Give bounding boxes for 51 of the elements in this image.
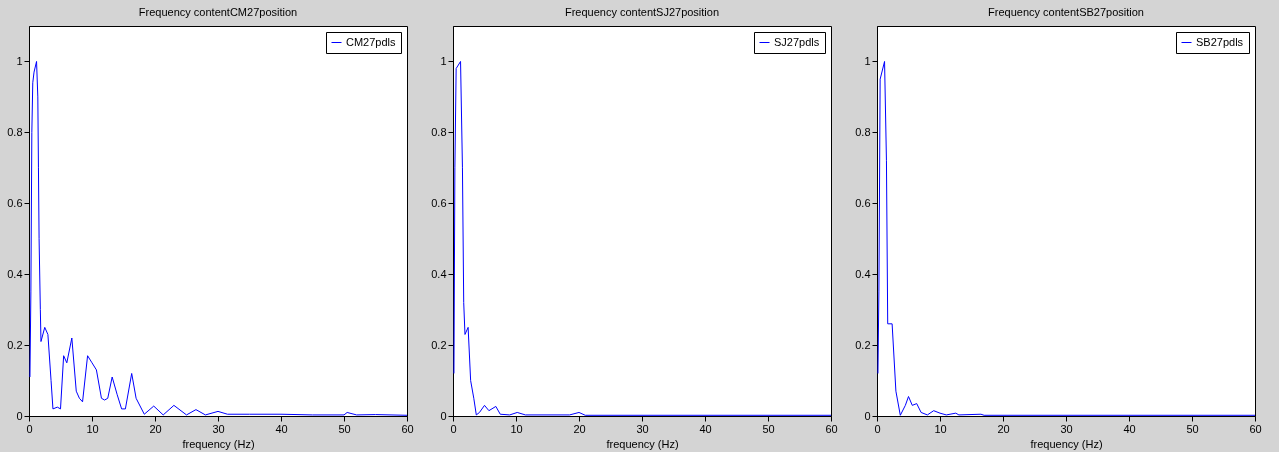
x-tick-label: 20 xyxy=(997,422,1010,435)
x-tick-label: 0 xyxy=(26,422,33,435)
y-tick-label: 0 xyxy=(16,409,23,422)
x-tick-label: 30 xyxy=(636,422,649,435)
y-tick-label: 0.4 xyxy=(855,267,871,280)
x-tick-label: 0 xyxy=(450,422,457,435)
x-tick-label: 50 xyxy=(338,422,351,435)
legend-label: SB27pdls xyxy=(1196,35,1244,48)
legend-label: SJ27pdls xyxy=(774,35,820,48)
y-tick-label: 0.8 xyxy=(855,125,871,138)
x-tick-label: 10 xyxy=(510,422,523,435)
x-tick-label: 20 xyxy=(149,422,162,435)
x-tick-label: 0 xyxy=(874,422,881,435)
chart-title: Frequency contentCM27position xyxy=(138,6,298,18)
x-axis-title: frequency (Hz) xyxy=(606,437,679,450)
x-tick-label: 60 xyxy=(1249,422,1262,435)
x-tick-label: 20 xyxy=(573,422,586,435)
y-tick-label: 1 xyxy=(440,54,447,67)
legend-label: CM27pdls xyxy=(346,35,397,48)
chart-title: Frequency contentSB27position xyxy=(988,6,1144,18)
x-axis-title: frequency (Hz) xyxy=(1030,437,1103,450)
line-series xyxy=(877,60,1255,416)
x-tick-label: 10 xyxy=(86,422,99,435)
line-series xyxy=(453,60,831,416)
y-tick-label: 0.8 xyxy=(431,125,447,138)
x-tick-label: 60 xyxy=(825,422,838,435)
chart-title: Frequency contentSJ27position xyxy=(564,6,720,18)
y-tick-label: 0 xyxy=(440,409,447,422)
x-axis-title: frequency (Hz) xyxy=(182,437,255,450)
y-tick-label: 0 xyxy=(864,409,871,422)
y-tick-label: 0.4 xyxy=(7,267,23,280)
y-tick-label: 0.6 xyxy=(431,196,447,209)
y-tick-label: 0.8 xyxy=(7,125,23,138)
y-tick-label: 0.6 xyxy=(7,196,23,209)
y-tick-label: 1 xyxy=(16,54,23,67)
x-tick-label: 50 xyxy=(762,422,775,435)
y-tick-label: 0.6 xyxy=(855,196,871,209)
y-tick-label: 0.4 xyxy=(431,267,447,280)
x-tick-label: 50 xyxy=(1186,422,1199,435)
x-tick-label: 30 xyxy=(212,422,225,435)
y-tick-label: 0.2 xyxy=(431,338,447,351)
x-tick-label: 40 xyxy=(1123,422,1136,435)
x-tick-label: 40 xyxy=(275,422,288,435)
y-tick-label: 0.2 xyxy=(855,338,871,351)
x-tick-label: 10 xyxy=(934,422,947,435)
x-tick-label: 30 xyxy=(1060,422,1073,435)
x-tick-label: 60 xyxy=(401,422,414,435)
y-tick-label: 1 xyxy=(864,54,871,67)
line-series xyxy=(29,60,407,416)
y-tick-label: 0.2 xyxy=(7,338,23,351)
x-tick-label: 40 xyxy=(699,422,712,435)
